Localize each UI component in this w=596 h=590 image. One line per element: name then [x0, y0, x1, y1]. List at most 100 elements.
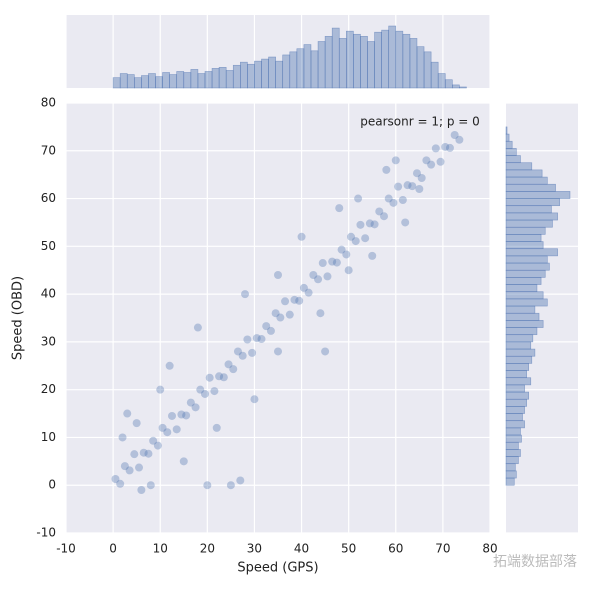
hist-bar: [268, 56, 276, 89]
hist-bar: [240, 61, 248, 89]
hist-bar: [261, 58, 269, 89]
point: [412, 169, 421, 178]
hist-bar: [505, 126, 508, 135]
point: [408, 182, 417, 191]
point: [403, 181, 412, 190]
hist-bar: [505, 341, 532, 350]
hist-bar: [505, 183, 556, 192]
hist-bar: [505, 269, 546, 278]
hist-bar: [162, 72, 170, 89]
point: [431, 144, 440, 153]
hist-bar: [141, 75, 149, 89]
x-tick-label: 70: [435, 542, 450, 556]
point: [236, 476, 245, 485]
y-tick-label: 10: [41, 430, 56, 444]
hist-bar: [505, 427, 521, 436]
hist-bar: [134, 77, 142, 89]
hist-bar: [505, 348, 536, 357]
annotation: pearsonr = 1; p = 0: [360, 115, 480, 129]
hist-bar: [169, 74, 178, 89]
point: [368, 251, 377, 260]
point: [309, 271, 318, 279]
point: [193, 323, 202, 332]
hist-bar: [505, 155, 521, 164]
x-tick-label: 30: [247, 542, 262, 556]
point: [318, 259, 327, 268]
point: [118, 433, 127, 442]
hist-bar: [112, 77, 121, 89]
point: [370, 220, 379, 229]
hist-bar: [395, 30, 404, 89]
point: [144, 449, 153, 458]
point: [116, 479, 125, 488]
point: [248, 348, 257, 357]
hist-bar: [505, 262, 550, 271]
point: [179, 457, 188, 466]
point: [250, 395, 259, 404]
hist-bar: [505, 140, 513, 149]
point: [238, 351, 247, 360]
point: [182, 411, 191, 420]
main-axes-bg: [66, 103, 490, 533]
hist-bar: [176, 71, 185, 89]
x-tick-label: 20: [200, 542, 215, 556]
hist-bar: [402, 33, 411, 89]
point: [274, 271, 282, 279]
point: [135, 463, 144, 472]
hist-bar: [282, 54, 291, 89]
hist-bar: [204, 71, 213, 89]
point: [243, 335, 252, 344]
hist-bar: [505, 133, 510, 142]
hist-bar: [505, 391, 530, 400]
point: [266, 326, 275, 335]
point: [274, 347, 282, 356]
point: [149, 436, 158, 445]
hist-bar: [505, 398, 527, 407]
point: [375, 207, 384, 216]
hist-bar: [505, 470, 517, 479]
hist-bar: [197, 73, 206, 89]
hist-bar: [254, 60, 262, 89]
point: [210, 387, 219, 396]
hist-bar: [218, 67, 227, 89]
hist-bar: [505, 298, 548, 307]
point: [445, 143, 454, 152]
hist-bar: [505, 234, 542, 242]
point: [224, 360, 233, 369]
point: [281, 297, 290, 306]
hist-bar: [346, 30, 354, 89]
point: [299, 283, 308, 292]
point: [354, 194, 363, 203]
hist-bar: [505, 305, 536, 314]
hist-bar: [452, 84, 460, 89]
hist-bar: [275, 60, 284, 89]
hist-bar: [505, 162, 533, 171]
hist-bar: [505, 370, 527, 379]
hist-bar: [459, 86, 467, 89]
point: [290, 295, 299, 304]
hist-bar: [183, 72, 192, 89]
point: [139, 448, 148, 457]
point: [436, 157, 445, 166]
y-tick-label: 50: [41, 239, 56, 253]
x-axis-label: Speed (GPS): [237, 561, 318, 576]
hist-bar: [505, 434, 522, 443]
point: [130, 450, 139, 459]
hist-bar: [211, 68, 220, 89]
point: [427, 160, 436, 169]
hist-bar: [505, 176, 548, 185]
hist-bar: [505, 226, 546, 235]
hist-bar: [505, 205, 552, 214]
point: [441, 142, 450, 151]
y-tick-label: 40: [41, 287, 56, 301]
hist-bar: [505, 169, 543, 178]
hist-bar: [505, 248, 558, 257]
hist-bar: [505, 284, 538, 293]
point: [351, 237, 360, 246]
hist-bar: [310, 50, 319, 89]
point: [146, 481, 155, 490]
point: [215, 372, 224, 381]
point: [111, 475, 120, 484]
point: [417, 174, 426, 183]
hist-bar: [360, 36, 368, 89]
